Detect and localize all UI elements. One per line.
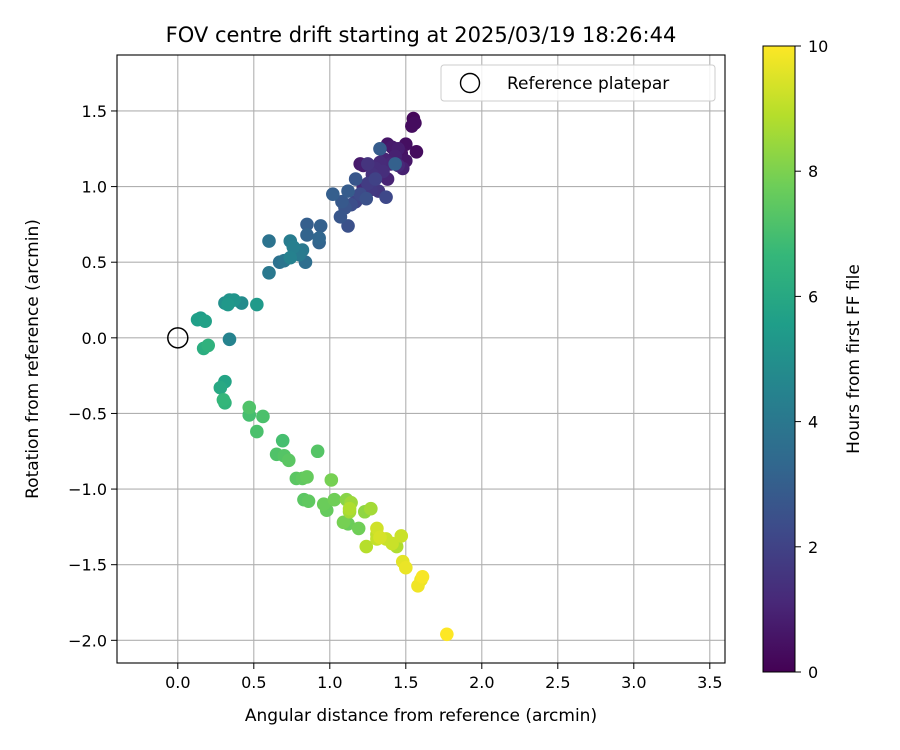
x-tick-label: 1.0: [317, 673, 342, 692]
data-point: [440, 627, 454, 642]
x-tick-label: 3.0: [621, 673, 646, 692]
colorbar-tick-label: 0: [808, 663, 818, 682]
data-point: [221, 297, 235, 312]
data-point: [335, 194, 349, 209]
y-tick-label: −0.5: [68, 404, 107, 423]
data-point: [373, 530, 387, 545]
y-tick-label: −1.5: [68, 556, 107, 575]
data-point: [379, 190, 393, 204]
data-point: [385, 536, 399, 551]
colorbar-tick-label: 2: [808, 538, 818, 557]
y-tick-label: −1.0: [68, 480, 107, 499]
data-point: [348, 172, 363, 186]
colorbar: 0 2 4 6 8 10 Hours from first FF file: [762, 37, 864, 682]
data-point: [256, 409, 270, 424]
legend-box: [440, 64, 716, 102]
y-tick-label: −2.0: [68, 631, 107, 650]
plot-frame: [116, 54, 726, 664]
y-tick-label: 0.0: [82, 329, 107, 348]
data-point: [262, 234, 276, 248]
data-point: [198, 314, 212, 328]
data-point: [281, 453, 296, 468]
y-tick-label: 1.5: [82, 102, 107, 121]
colorbar-tick-label: 6: [808, 287, 818, 306]
x-tick-label: 2.5: [545, 673, 570, 692]
data-point: [364, 501, 378, 516]
data-point: [341, 184, 355, 198]
y-tick-label: 1.0: [82, 178, 107, 197]
data-point: [333, 210, 348, 224]
x-tick-label: 3.5: [697, 673, 722, 692]
data-point: [359, 191, 374, 206]
data-point: [316, 497, 331, 511]
data-point: [409, 144, 424, 159]
legend-marker: [459, 72, 481, 94]
data-point: [373, 141, 387, 156]
data-point: [368, 172, 383, 186]
data-point: [359, 539, 374, 554]
x-axis-ticks: 0.0 0.5 1.0 1.5 2.0 2.5 3.0 3.5: [165, 663, 723, 692]
y-tick-label: 0.5: [82, 253, 107, 272]
data-point: [415, 569, 430, 584]
data-point: [300, 228, 314, 242]
data-point: [326, 187, 340, 201]
data-point: [312, 231, 326, 245]
reference-marker: [167, 327, 189, 349]
data-point: [250, 297, 264, 312]
y-axis-label: Rotation from reference (arcmin): [23, 219, 43, 499]
data-point: [222, 332, 237, 347]
data-point: [313, 219, 328, 233]
data-point: [201, 338, 215, 353]
colorbar-tick-label: 10: [808, 37, 828, 56]
data-point: [399, 560, 413, 575]
data-point: [336, 515, 351, 530]
x-tick-label: 1.5: [393, 673, 418, 692]
data-point: [310, 444, 325, 459]
data-point: [301, 494, 316, 508]
x-tick-label: 2.0: [469, 673, 494, 692]
data-point: [242, 400, 257, 415]
colorbar-ticks: 0 2 4 6 8 10: [795, 37, 828, 682]
data-point: [250, 424, 264, 439]
legend-label: Reference platepar: [507, 74, 669, 94]
data-point: [213, 380, 228, 395]
data-point: [361, 157, 375, 171]
x-axis-label: Angular distance from reference (arcmin): [245, 706, 597, 726]
colorbar-bar: [762, 45, 796, 673]
data-point: [388, 157, 402, 171]
data-point: [351, 521, 366, 536]
y-axis-ticks: −2.0 −1.5 −1.0 −0.5 0.0 0.5 1.0 1.5: [68, 102, 117, 650]
data-point: [283, 250, 298, 265]
chart-title: FOV centre drift starting at 2025/03/19 …: [166, 23, 677, 47]
data-point: [275, 433, 290, 448]
data-points: [190, 111, 454, 642]
data-point: [405, 119, 419, 133]
grid-lines: [117, 55, 725, 663]
colorbar-tick-label: 4: [808, 413, 818, 432]
data-point: [216, 393, 231, 407]
colorbar-label: Hours from first FF file: [844, 264, 864, 454]
data-point: [286, 240, 301, 254]
data-point: [324, 473, 339, 487]
x-tick-label: 0.0: [165, 673, 190, 692]
data-point: [342, 501, 357, 516]
data-point: [262, 265, 276, 280]
legend: Reference platepar: [440, 64, 716, 102]
data-point: [300, 470, 314, 484]
data-point: [394, 529, 409, 543]
data-point: [327, 492, 342, 507]
reference-platepar-marker: [167, 327, 189, 349]
x-tick-label: 0.5: [241, 673, 266, 692]
data-point: [341, 219, 355, 233]
colorbar-tick-label: 8: [808, 162, 818, 181]
data-point: [300, 217, 314, 232]
